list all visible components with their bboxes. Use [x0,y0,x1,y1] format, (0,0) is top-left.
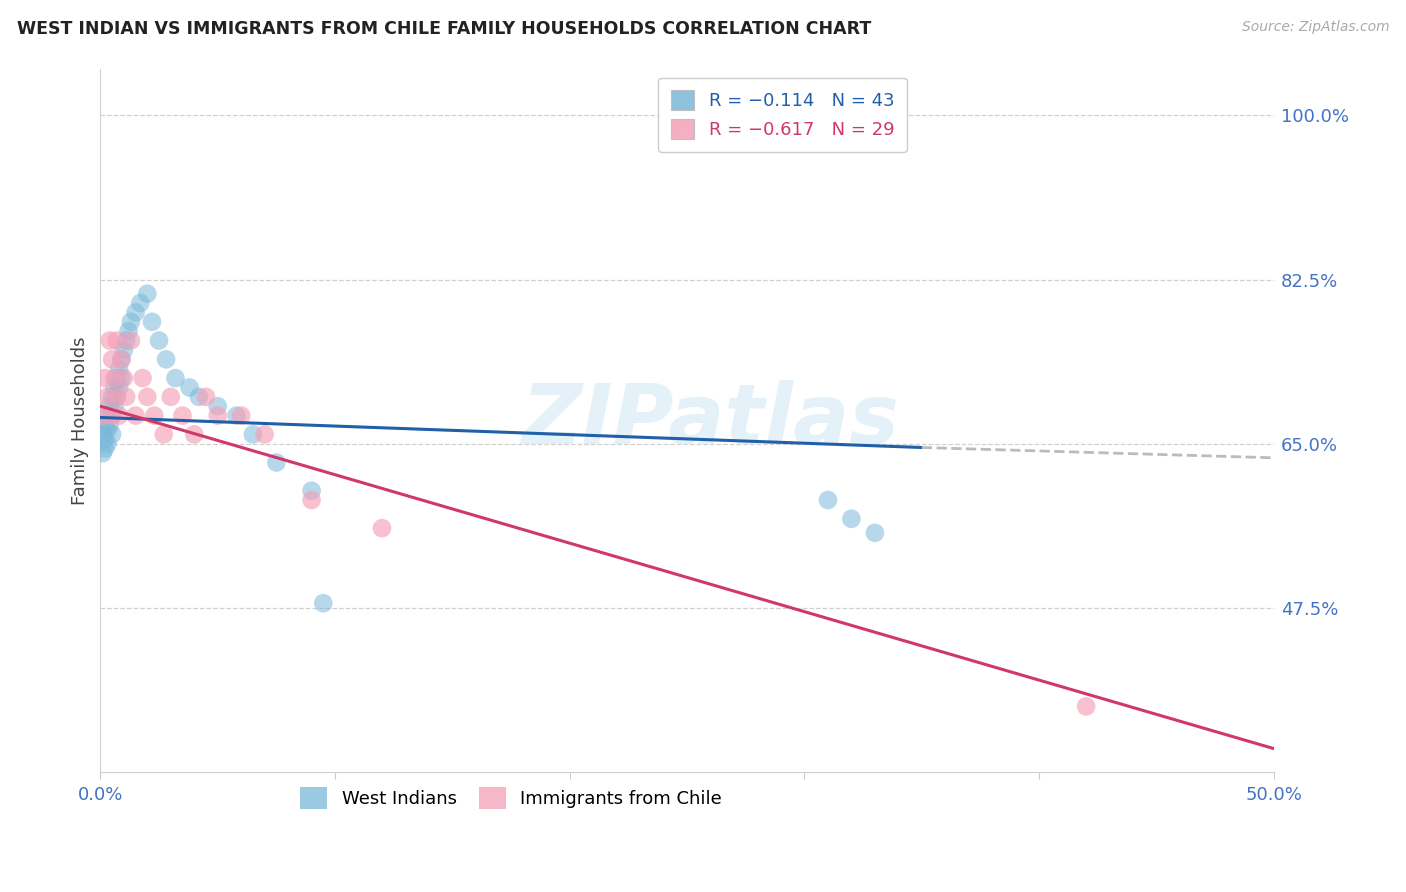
Point [98,399,121,413]
Point [225,409,247,423]
Legend: West Indians, Immigrants from Chile: West Indians, Immigrants from Chile [292,780,730,816]
Point [105,371,128,385]
Point [103,371,125,385]
Point [110,352,132,367]
Point [115,390,138,404]
Point [231,409,253,423]
Point [129,296,152,310]
Point [103,399,125,413]
Point [179,380,201,394]
Point [159,390,181,404]
Point [131,371,153,385]
Point [96,390,118,404]
Point [242,427,264,442]
Point [165,371,187,385]
Point [101,352,124,367]
Point [841,512,863,526]
Point [108,361,131,376]
Point [136,390,159,404]
Point [117,324,139,338]
Point [124,305,146,319]
Point [152,427,174,442]
Point [312,596,335,610]
Point [253,427,276,442]
Point [94,371,117,385]
Point [96,423,118,437]
Point [172,409,194,423]
Text: ZIPatlas: ZIPatlas [522,380,900,461]
Point [101,409,124,423]
Point [115,334,138,348]
Point [187,390,209,404]
Point [94,417,117,432]
Point [136,286,159,301]
Point [101,409,124,423]
Point [110,371,132,385]
Point [371,521,394,535]
Point [194,390,217,404]
Point [120,315,142,329]
Point [120,334,142,348]
Point [108,380,131,394]
Text: WEST INDIAN VS IMMIGRANTS FROM CHILE FAMILY HOUSEHOLDS CORRELATION CHART: WEST INDIAN VS IMMIGRANTS FROM CHILE FAM… [17,20,872,37]
Point [91,427,114,442]
Point [148,334,170,348]
Point [207,399,229,413]
Point [96,436,118,450]
Point [110,352,132,367]
Point [105,334,128,348]
Point [155,352,177,367]
Point [94,432,117,446]
Point [101,427,124,442]
Point [1074,699,1097,714]
Point [98,334,121,348]
Point [98,417,121,432]
Point [141,315,163,329]
Point [105,390,128,404]
Point [101,390,124,404]
Point [112,371,135,385]
Point [91,409,114,423]
Point [96,409,118,423]
Point [301,483,323,498]
Point [266,456,288,470]
Point [105,390,128,404]
Point [108,409,131,423]
Point [103,380,125,394]
Point [301,493,323,508]
Text: Source: ZipAtlas.com: Source: ZipAtlas.com [1241,20,1389,34]
Y-axis label: Family Households: Family Households [72,336,89,505]
Point [817,493,839,508]
Point [143,409,166,423]
Point [183,427,205,442]
Point [94,442,117,456]
Point [207,409,229,423]
Point [124,409,146,423]
Point [91,446,114,460]
Point [112,343,135,357]
Point [863,525,886,540]
